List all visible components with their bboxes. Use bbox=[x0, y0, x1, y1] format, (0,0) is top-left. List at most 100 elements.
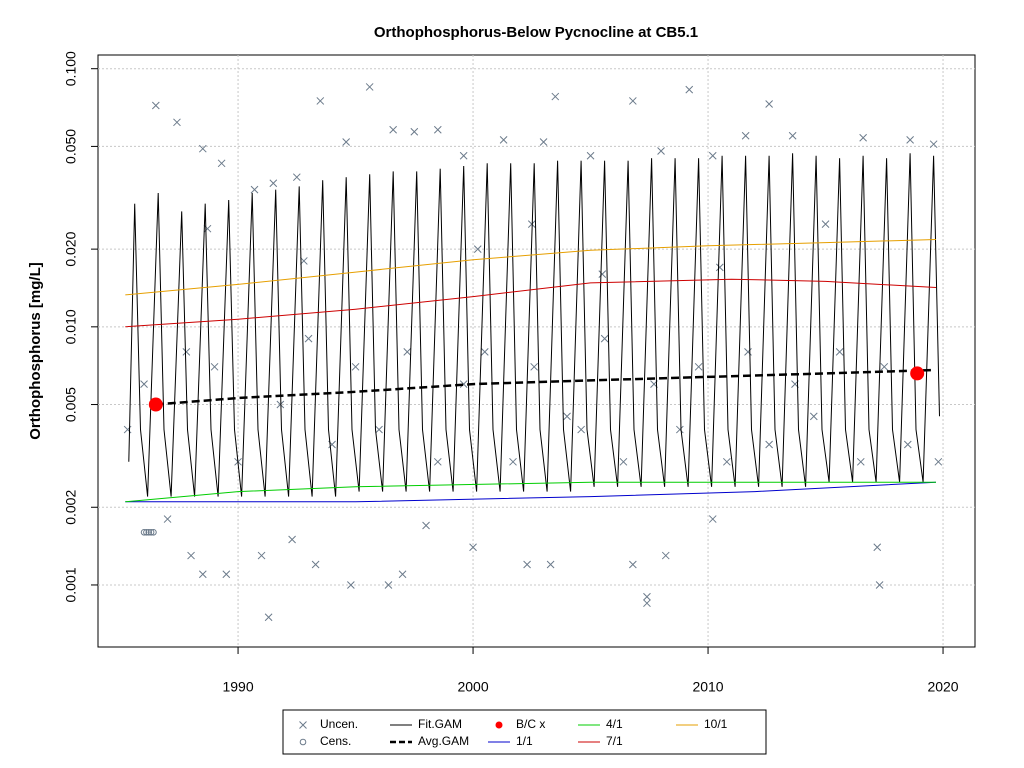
point bbox=[140, 380, 148, 388]
point bbox=[643, 592, 651, 601]
point bbox=[316, 97, 325, 105]
legend-label: 7/1 bbox=[606, 734, 623, 748]
point bbox=[715, 263, 724, 272]
point bbox=[473, 245, 482, 253]
point bbox=[145, 528, 153, 536]
point bbox=[530, 362, 539, 371]
legend-symbol bbox=[299, 721, 307, 729]
point bbox=[459, 380, 468, 388]
point bbox=[365, 83, 374, 91]
x-tick-label: 2010 bbox=[692, 679, 723, 695]
point bbox=[880, 362, 889, 371]
point bbox=[499, 136, 508, 144]
point bbox=[563, 412, 571, 421]
point bbox=[311, 560, 320, 569]
point bbox=[586, 151, 595, 160]
point bbox=[250, 185, 259, 194]
point bbox=[600, 334, 609, 343]
point bbox=[433, 125, 442, 134]
series-line bbox=[125, 239, 937, 296]
point bbox=[685, 85, 694, 94]
point bbox=[264, 613, 273, 622]
y-tick-label: 0.001 bbox=[63, 567, 79, 602]
point bbox=[875, 581, 884, 589]
point bbox=[288, 535, 296, 544]
point bbox=[351, 362, 360, 371]
point bbox=[598, 270, 607, 278]
point bbox=[469, 543, 477, 552]
point bbox=[903, 440, 912, 449]
point bbox=[628, 560, 637, 569]
point bbox=[551, 92, 560, 101]
y-axis-label: Orthophosphorus [mg/L] bbox=[27, 262, 44, 439]
point bbox=[459, 151, 468, 160]
legend-label: B/C x bbox=[516, 717, 545, 731]
point bbox=[657, 147, 665, 155]
point bbox=[873, 543, 882, 552]
legend-box bbox=[282, 709, 767, 755]
point bbox=[708, 151, 717, 160]
y-tick-label: 0.002 bbox=[63, 490, 79, 525]
point bbox=[173, 118, 181, 127]
x-tick-label: 1990 bbox=[222, 679, 253, 695]
point bbox=[643, 599, 651, 608]
point bbox=[821, 220, 830, 228]
y-tick-label: 0.005 bbox=[63, 387, 79, 422]
point bbox=[210, 362, 219, 371]
x-tick-label: 2000 bbox=[457, 679, 488, 695]
point bbox=[765, 100, 773, 108]
y-tick-label: 0.010 bbox=[63, 309, 79, 344]
legend-label: 4/1 bbox=[606, 717, 623, 731]
point bbox=[198, 144, 207, 153]
legend-label: Cens. bbox=[320, 734, 351, 748]
series-line bbox=[125, 481, 936, 503]
point bbox=[292, 173, 301, 182]
point bbox=[509, 457, 517, 466]
point bbox=[694, 362, 703, 371]
y-tick-label: 0.050 bbox=[63, 129, 79, 164]
point bbox=[347, 581, 355, 589]
point bbox=[744, 347, 752, 356]
point bbox=[375, 425, 383, 434]
point bbox=[143, 528, 150, 536]
point bbox=[410, 127, 419, 136]
point bbox=[384, 581, 393, 589]
series-line bbox=[155, 368, 934, 406]
point bbox=[150, 528, 157, 536]
point bbox=[222, 570, 231, 579]
point bbox=[257, 551, 266, 560]
series-line bbox=[128, 153, 940, 497]
point bbox=[910, 366, 925, 381]
point bbox=[187, 551, 195, 560]
point bbox=[523, 560, 531, 569]
point bbox=[619, 457, 628, 466]
point bbox=[539, 138, 548, 146]
legend-label: 10/1 bbox=[704, 717, 728, 731]
point bbox=[342, 138, 351, 146]
point bbox=[661, 551, 670, 560]
point bbox=[934, 457, 943, 466]
point bbox=[398, 570, 407, 579]
point bbox=[741, 131, 750, 140]
point bbox=[546, 560, 555, 569]
point bbox=[722, 457, 731, 466]
legend-label: Uncen. bbox=[320, 717, 358, 731]
point bbox=[403, 347, 412, 356]
point bbox=[708, 515, 717, 523]
point bbox=[269, 179, 278, 188]
plot-frame bbox=[97, 54, 976, 648]
point bbox=[217, 159, 226, 168]
point bbox=[856, 457, 865, 466]
point bbox=[788, 131, 797, 140]
legend-label: Avg.GAM bbox=[418, 734, 469, 748]
point bbox=[765, 440, 773, 449]
point bbox=[628, 97, 637, 105]
series-line bbox=[125, 481, 937, 503]
point bbox=[929, 140, 938, 149]
legend-symbol bbox=[495, 721, 503, 729]
x-tick-label: 2020 bbox=[927, 679, 958, 695]
series-line bbox=[125, 278, 937, 328]
point bbox=[148, 397, 163, 412]
point bbox=[151, 101, 160, 110]
